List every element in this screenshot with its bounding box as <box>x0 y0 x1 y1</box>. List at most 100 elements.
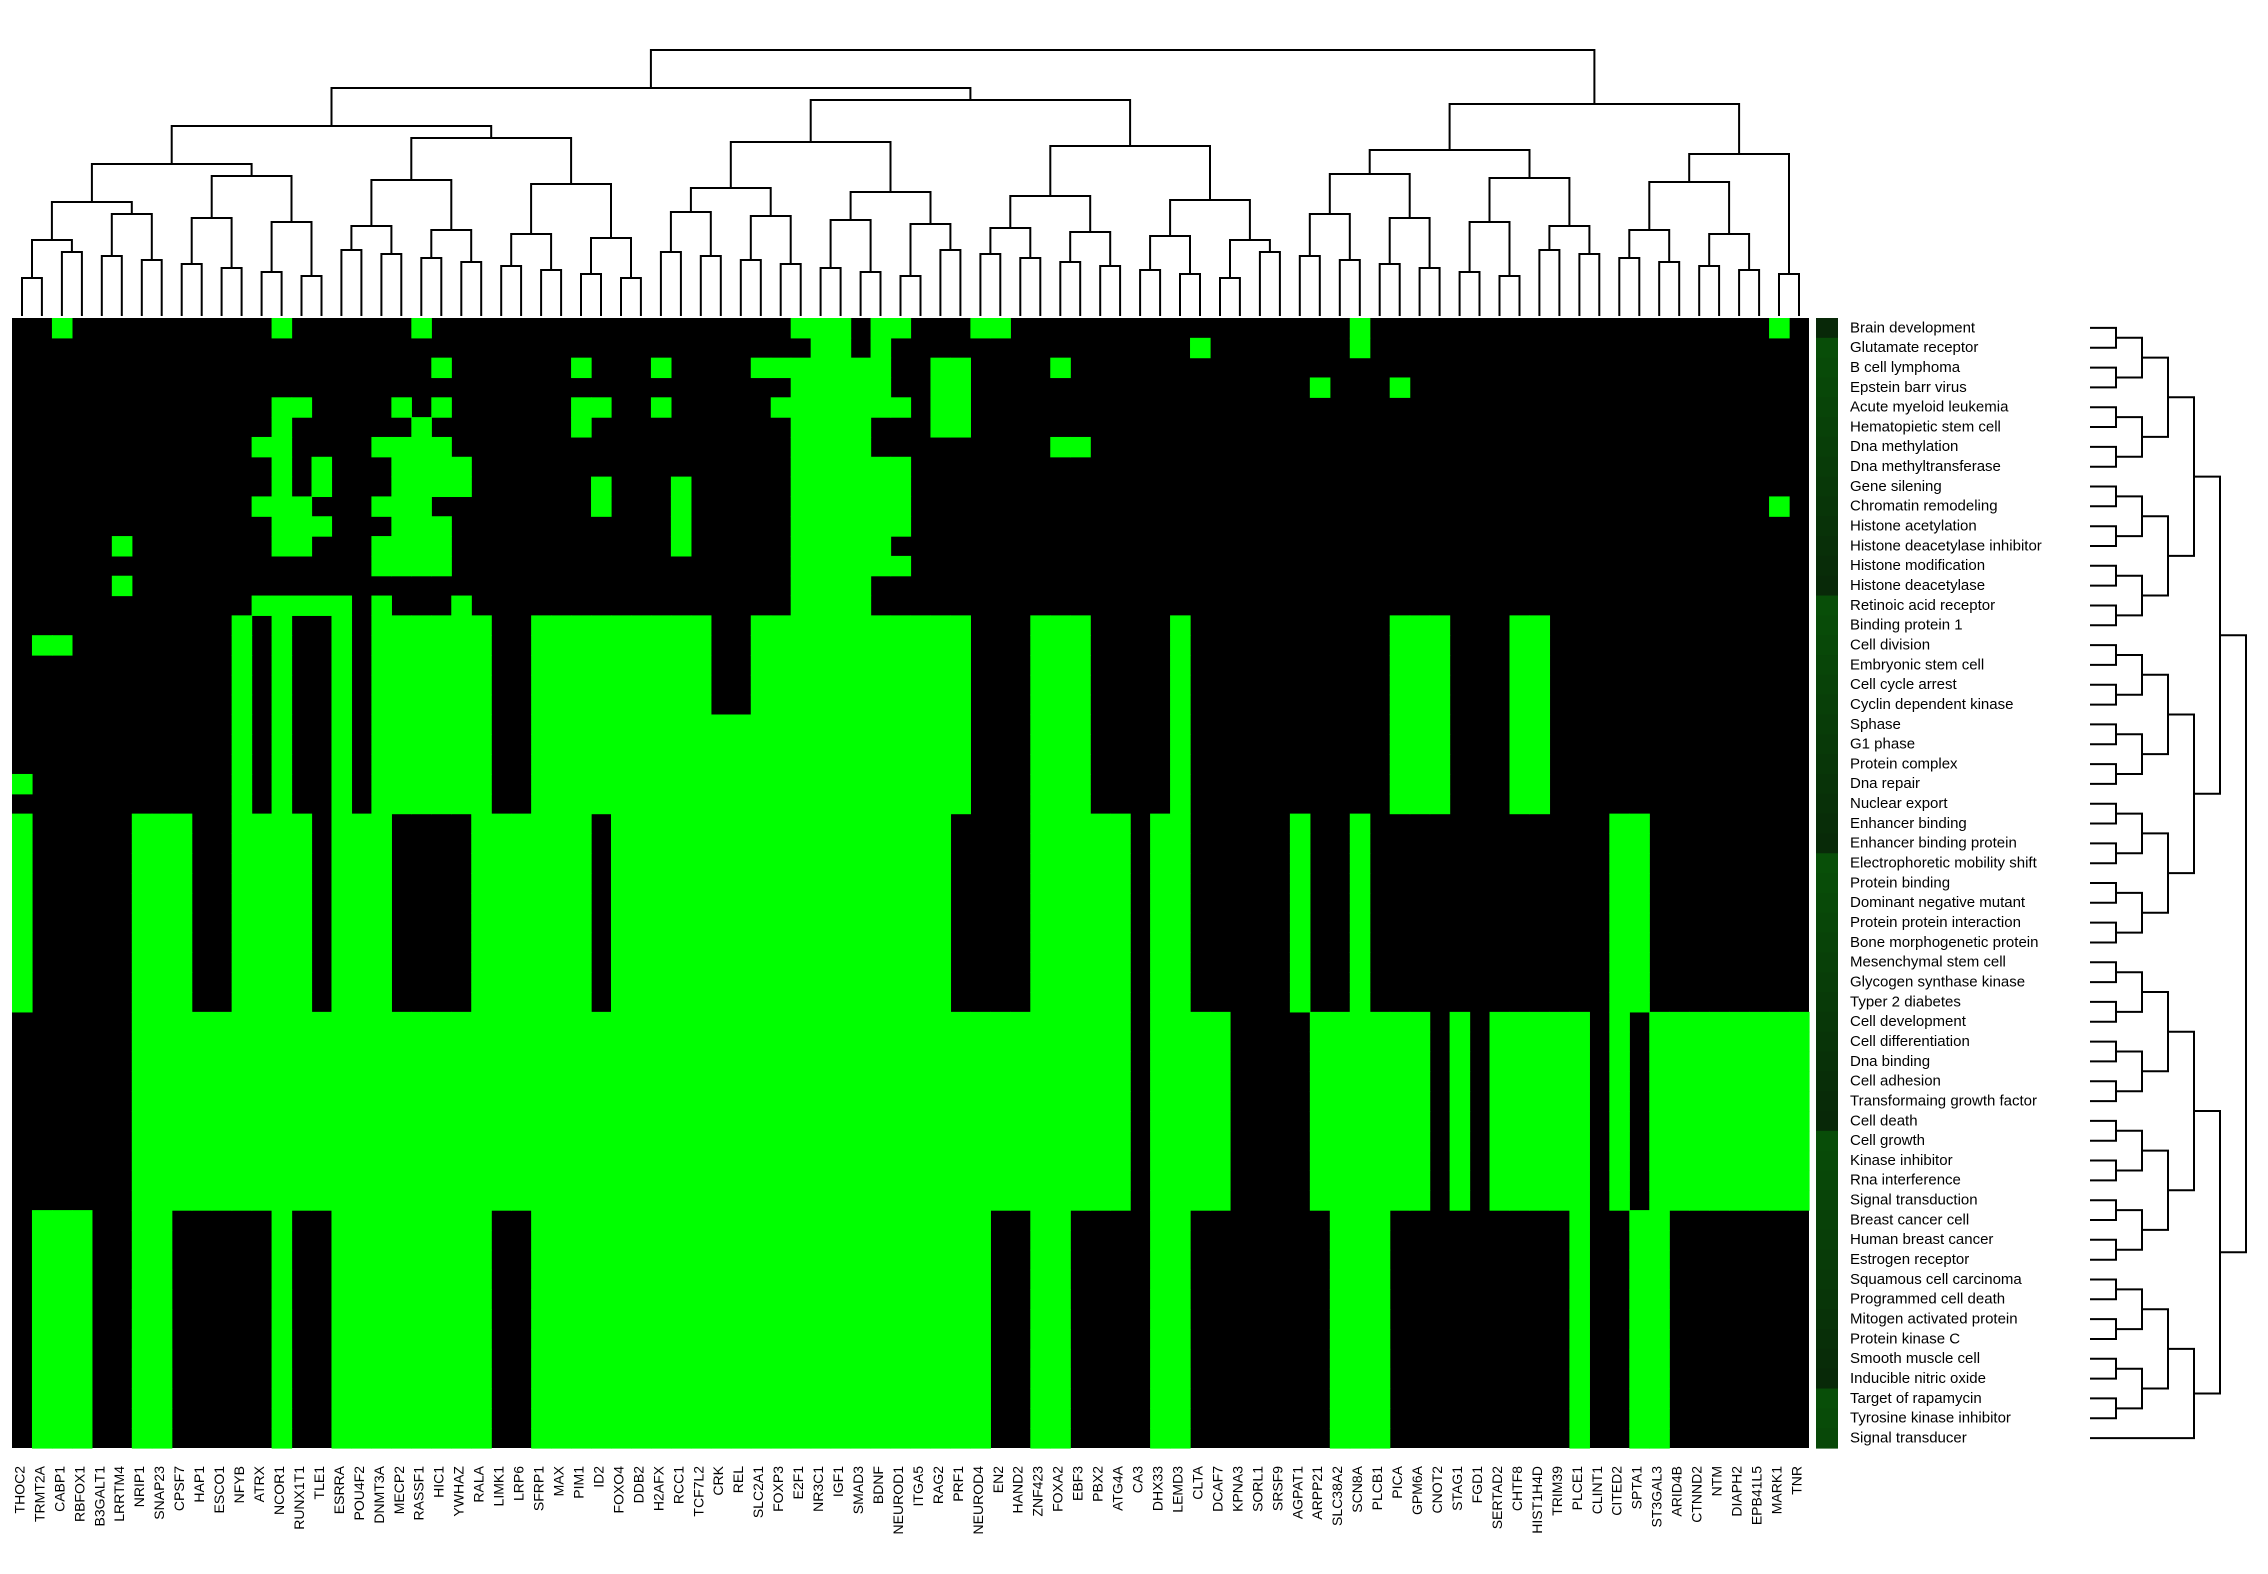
heatmap-cell-42-48 <box>970 1150 991 1172</box>
heatmap-cell-54-66 <box>1329 1388 1351 1409</box>
heatmap-cell-56-33 <box>670 1428 692 1449</box>
heatmap-cell-44-44 <box>890 1190 912 1211</box>
heatmap-cell-31-27 <box>551 932 572 953</box>
heatmap-cell-22-41 <box>830 754 852 775</box>
heatmap-cell-37-41 <box>830 1051 852 1072</box>
heatmap-cell-50-19 <box>391 1309 412 1330</box>
col-label-79: CLINT1 <box>1589 1466 1605 1514</box>
row-dendro-link <box>2090 802 2117 825</box>
heatmap-cell-35-89 <box>1789 1011 1810 1033</box>
heatmap-cell-49-28 <box>571 1289 592 1310</box>
heatmap-cell-43-88 <box>1769 1170 1790 1191</box>
heatmap-cell-37-42 <box>850 1051 872 1072</box>
heatmap-cell-54-31 <box>630 1388 652 1409</box>
heatmap-cell-17-11 <box>231 655 253 676</box>
heatmap-cell-45-17 <box>351 1210 372 1231</box>
heatmap-cell-46-2 <box>51 1229 73 1251</box>
sidebar-cell-55 <box>1816 1408 1838 1429</box>
heatmap-cell-53-68 <box>1369 1368 1391 1390</box>
heatmap-cell-38-67 <box>1349 1071 1371 1092</box>
heatmap-cell-52-22 <box>451 1348 472 1370</box>
heatmap-cell-47-37 <box>750 1249 772 1271</box>
heatmap-cell-25-24 <box>491 813 512 835</box>
heatmap-cell-48-40 <box>810 1269 832 1290</box>
heatmap-cell-40-44 <box>890 1110 912 1132</box>
row-dendro-link <box>2090 1397 2117 1420</box>
heatmap-cell-12-20 <box>411 555 432 577</box>
heatmap-cell-50-29 <box>591 1309 612 1330</box>
heatmap-cell-20-36 <box>730 714 752 735</box>
heatmap-cell-52-36 <box>730 1348 752 1370</box>
heatmap-cell-44-50 <box>1010 1190 1031 1211</box>
heatmap-cell-19-13 <box>271 694 293 716</box>
heatmap-cell-37-22 <box>451 1051 472 1072</box>
heatmap-cell-47-1 <box>31 1249 53 1271</box>
heatmap-cell-35-16 <box>331 1011 353 1033</box>
heatmap-cell-40-18 <box>371 1110 392 1132</box>
heatmap-cell-33-67 <box>1349 972 1371 993</box>
heatmap-cell-49-6 <box>131 1289 153 1310</box>
heatmap-cell-39-86 <box>1729 1091 1750 1112</box>
heatmap-cell-16-44 <box>890 635 912 656</box>
sidebar-cell-27 <box>1816 853 1838 874</box>
heatmap-cell-24-11 <box>231 793 253 815</box>
heatmap-cell-39-48 <box>970 1091 991 1112</box>
heatmap-cell-36-51 <box>1030 1031 1051 1053</box>
heatmap-cell-38-42 <box>850 1071 872 1092</box>
heatmap-cell-40-36 <box>730 1110 752 1132</box>
heatmap-cell-45-22 <box>451 1210 472 1231</box>
heatmap-cell-43-24 <box>491 1170 512 1191</box>
heatmap-cell-18-47 <box>950 674 971 696</box>
heatmap-cell-19-51 <box>1030 694 1051 716</box>
heatmap-cell-25-81 <box>1629 813 1650 835</box>
heatmap-cell-29-0 <box>12 892 33 914</box>
heatmap-cell-16-69 <box>1389 635 1411 656</box>
heatmap-cell-42-76 <box>1529 1150 1551 1172</box>
heatmap-cell-3-46 <box>930 377 952 398</box>
heatmap-cell-23-51 <box>1030 773 1051 795</box>
heatmap-cell-40-76 <box>1529 1110 1551 1132</box>
heatmap-cell-30-44 <box>890 912 912 934</box>
heatmap-cell-2-42 <box>850 357 872 379</box>
heatmap-cell-33-31 <box>630 972 652 993</box>
heatmap-cell-24-33 <box>670 793 692 815</box>
heatmap-cell-20-19 <box>391 714 412 735</box>
heatmap-cell-52-42 <box>850 1348 872 1370</box>
heatmap-cell-22-27 <box>551 754 572 775</box>
heatmap-cell-16-28 <box>571 635 592 656</box>
heatmap-cell-44-69 <box>1389 1190 1411 1211</box>
col-label-66: SLC38A2 <box>1329 1466 1345 1526</box>
heatmap-cell-39-6 <box>131 1091 153 1112</box>
heatmap-cell-2-32 <box>650 357 672 379</box>
heatmap-cell-8-44 <box>890 476 912 498</box>
heatmap-cell-36-16 <box>331 1031 353 1053</box>
heatmap-cell-17-38 <box>770 655 792 676</box>
heatmap-cell-44-17 <box>351 1190 372 1211</box>
heatmap-cell-44-72 <box>1449 1190 1471 1211</box>
heatmap-cell-40-60 <box>1210 1110 1231 1132</box>
col-label-45: ITGA5 <box>910 1466 926 1507</box>
heatmap-cell-53-22 <box>451 1368 472 1390</box>
heatmap-cell-34-39 <box>790 992 812 1013</box>
heatmap-cell-15-39 <box>790 615 812 636</box>
heatmap-cell-36-52 <box>1050 1031 1071 1053</box>
heatmap-cell-52-82 <box>1649 1348 1670 1370</box>
sidebar-cell-13 <box>1816 575 1838 597</box>
row-dendro-link <box>2168 396 2195 557</box>
heatmap-cell-36-29 <box>591 1031 612 1053</box>
col-label-49: EN2 <box>990 1466 1006 1493</box>
heatmap-cell-9-44 <box>890 496 912 517</box>
heatmap-cell-35-51 <box>1030 1011 1051 1033</box>
heatmap-cell-43-21 <box>431 1170 452 1191</box>
heatmap-cell-55-19 <box>391 1408 412 1429</box>
heatmap-cell-37-6 <box>131 1051 153 1072</box>
heatmap-cell-40-86 <box>1729 1110 1750 1132</box>
heatmap-cell-39-7 <box>151 1091 173 1112</box>
heatmap-cell-36-54 <box>1090 1031 1111 1053</box>
heatmap-cell-32-30 <box>611 952 632 973</box>
heatmap-cell-38-24 <box>491 1071 512 1092</box>
heatmap-cell-4-40 <box>810 397 832 418</box>
heatmap-cell-55-37 <box>750 1408 772 1429</box>
heatmap-cell-40-11 <box>231 1110 253 1132</box>
heatmap-cell-43-78 <box>1569 1170 1590 1191</box>
